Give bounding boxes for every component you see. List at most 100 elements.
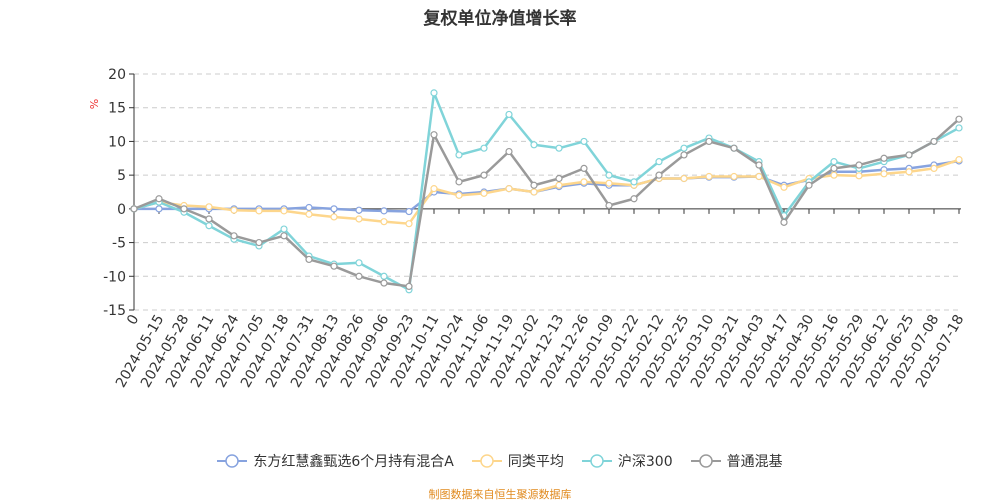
data-point [130, 205, 138, 213]
data-point [480, 144, 488, 152]
data-point [255, 238, 263, 247]
data-point [355, 215, 363, 223]
data-point [730, 144, 738, 152]
data-point [405, 220, 413, 228]
data-point [505, 110, 513, 119]
data-point [205, 222, 213, 230]
legend-item[interactable]: 东方红慧鑫甄选6个月持有混合A [217, 451, 454, 471]
data-point [905, 151, 913, 159]
data-point [605, 179, 613, 187]
data-point [755, 172, 763, 181]
y-tick-label: 20 [108, 67, 126, 83]
legend-marker-icon [581, 454, 612, 468]
data-point [405, 207, 413, 216]
source-note: 制图数据来自恒生聚源数据库 [428, 488, 572, 500]
data-point [630, 178, 638, 186]
data-point [955, 115, 963, 123]
data-point [855, 161, 863, 169]
data-point [955, 124, 963, 132]
data-point [505, 147, 513, 156]
data-point [830, 158, 838, 166]
y-tick-label: -5 [112, 236, 126, 252]
data-point [555, 144, 563, 152]
data-point [905, 168, 913, 176]
data-point [730, 172, 738, 181]
data-point [280, 225, 288, 233]
legend-label: 沪深300 [617, 454, 673, 470]
data-point [855, 172, 863, 180]
data-point [480, 171, 488, 179]
data-point [380, 218, 388, 226]
data-point [705, 137, 713, 146]
data-point [655, 158, 663, 166]
data-point [330, 205, 338, 213]
data-point [180, 205, 188, 213]
data-point [680, 151, 688, 159]
chart-plot: -15-10-505101520%02024-05-152024-05-2820… [88, 67, 967, 390]
data-point [205, 215, 213, 223]
y-tick-label: -10 [103, 269, 126, 285]
data-point [555, 181, 563, 189]
y-tick-label: -15 [103, 303, 126, 319]
legend-marker-icon [690, 454, 721, 468]
data-point [430, 89, 438, 97]
data-point [555, 174, 563, 183]
data-point [380, 207, 388, 215]
y-tick-label: 10 [108, 134, 126, 150]
data-point [755, 161, 763, 169]
data-point [355, 206, 363, 214]
data-point [680, 144, 688, 152]
x-tick-label: 0 [124, 312, 142, 328]
data-point [780, 183, 788, 191]
data-point [780, 218, 788, 226]
data-point [255, 207, 263, 215]
legend-item[interactable]: 普通混基 [690, 451, 783, 471]
data-point [155, 195, 163, 203]
data-point [230, 232, 238, 240]
legend-item[interactable]: 同类平均 [471, 451, 564, 471]
y-tick-label: 5 [117, 168, 126, 184]
data-point [830, 164, 838, 172]
data-point [680, 174, 688, 183]
data-point [580, 164, 588, 172]
data-point [530, 141, 538, 149]
data-point [805, 181, 813, 189]
data-point [280, 232, 288, 240]
data-point [930, 137, 938, 146]
data-point [505, 185, 513, 193]
data-point [430, 185, 438, 193]
data-point [205, 203, 213, 211]
legend-marker-icon [471, 454, 502, 468]
data-point [355, 259, 363, 267]
data-point [880, 170, 888, 178]
data-point [530, 181, 538, 189]
data-point [455, 191, 463, 199]
y-axis-label: % [88, 99, 101, 109]
legend-item[interactable]: 沪深300 [581, 451, 673, 471]
data-point [705, 172, 713, 181]
data-point [455, 151, 463, 159]
y-tick-label: 15 [108, 101, 126, 117]
legend-label: 同类平均 [507, 454, 564, 470]
data-point [305, 203, 313, 212]
data-point [480, 189, 488, 197]
data-point [955, 156, 963, 164]
data-point [605, 171, 613, 179]
data-point [880, 154, 888, 162]
data-point [580, 137, 588, 146]
series-line-3 [133, 118, 960, 288]
data-point [580, 178, 588, 186]
data-point [430, 131, 438, 139]
legend-label: 普通混基 [726, 454, 783, 470]
data-point [405, 282, 413, 290]
data-point [230, 206, 238, 214]
data-point [305, 210, 313, 218]
data-point [655, 171, 663, 179]
data-point [380, 279, 388, 287]
series-line-2 [133, 91, 960, 292]
data-point [330, 262, 338, 270]
data-point [630, 195, 638, 203]
legend-marker-icon [217, 454, 248, 468]
data-point [605, 201, 613, 210]
